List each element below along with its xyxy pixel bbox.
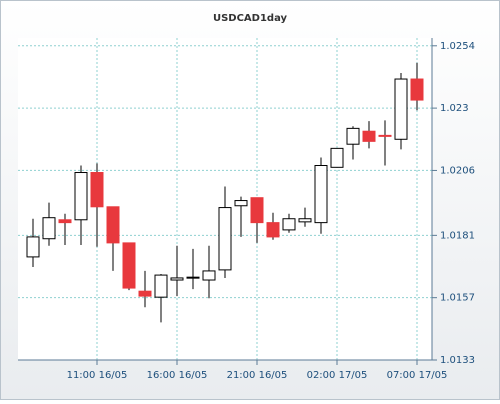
candle-body <box>282 218 296 231</box>
candle-body <box>314 165 328 224</box>
candle-body <box>90 172 104 208</box>
candle-body <box>410 78 424 101</box>
candle-body <box>346 127 360 145</box>
x-tick-label: 07:00 17/05 <box>387 370 448 381</box>
candle-body <box>234 200 248 207</box>
candle-body <box>186 276 200 279</box>
candle-body <box>218 207 232 271</box>
chart-title: USDCAD1day <box>213 13 288 24</box>
candle-body <box>26 236 40 258</box>
candle-body <box>250 197 264 224</box>
x-tick-label: 21:00 16/05 <box>227 370 288 381</box>
y-tick-label: 1.0181 <box>440 230 475 241</box>
candle-body <box>362 130 376 142</box>
candle-body <box>42 217 56 240</box>
candle-body <box>138 290 152 297</box>
candle-body <box>330 147 344 168</box>
candle-body <box>394 78 408 140</box>
y-tick-label: 1.0254 <box>440 41 475 52</box>
candle-body <box>202 270 216 281</box>
x-tick-label: 16:00 16/05 <box>147 370 208 381</box>
candle-body <box>106 206 120 244</box>
candle-body <box>298 218 312 223</box>
y-tick-label: 1.0157 <box>440 293 475 304</box>
y-tick-label: 1.0133 <box>440 355 475 366</box>
candle-body <box>170 277 184 281</box>
candle-body <box>58 219 72 224</box>
candle-body <box>266 222 280 238</box>
x-tick-label: 11:00 16/05 <box>67 370 128 381</box>
candle-body <box>154 274 168 298</box>
candle-body <box>378 134 392 137</box>
y-tick-label: 1.0206 <box>440 165 475 176</box>
x-tick-label: 02:00 17/05 <box>307 370 368 381</box>
candle-body <box>74 172 88 221</box>
y-tick-label: 1.023 <box>440 103 469 114</box>
candle-body <box>122 242 136 289</box>
